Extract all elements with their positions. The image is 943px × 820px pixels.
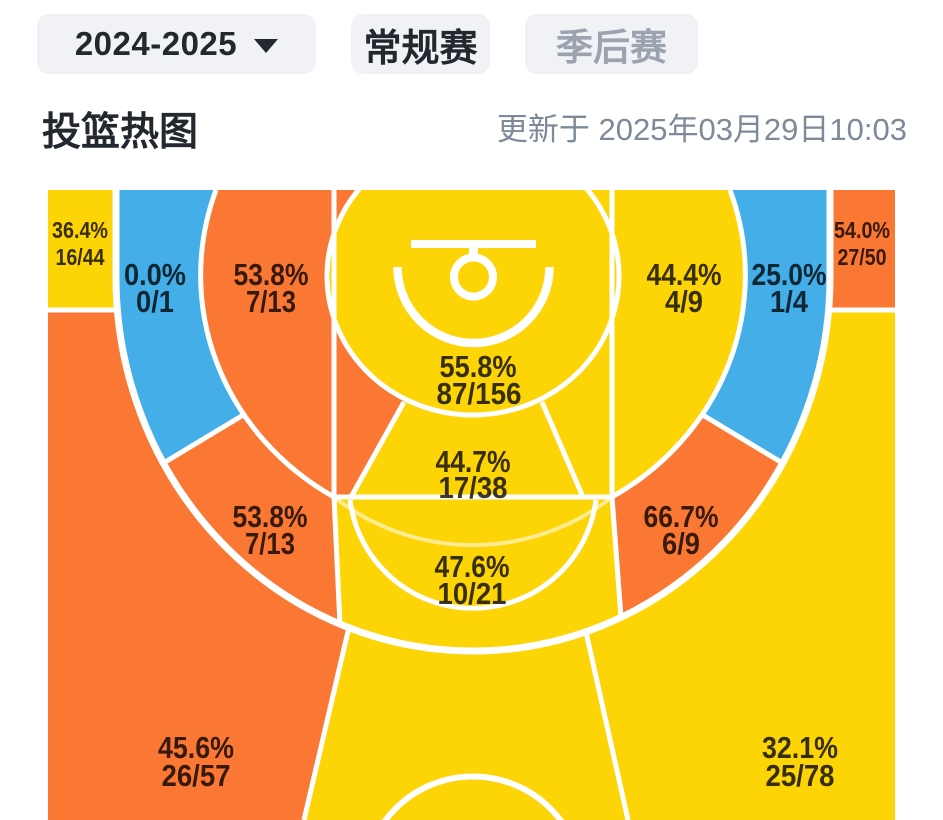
svg-text:44.7%: 44.7% [436,444,511,479]
svg-text:0.0%: 0.0% [124,257,186,292]
svg-text:7/13: 7/13 [246,284,296,319]
svg-text:4/9: 4/9 [665,284,703,319]
svg-text:32.1%: 32.1% [762,730,838,765]
svg-text:1/4: 1/4 [770,284,809,319]
svg-text:53.8%: 53.8% [233,499,308,534]
svg-text:66.7%: 66.7% [644,499,719,534]
svg-text:10/21: 10/21 [438,576,507,611]
svg-text:0/1: 0/1 [136,284,174,319]
svg-text:47.6%: 47.6% [435,549,510,584]
svg-text:55.8%: 55.8% [440,349,517,384]
svg-text:87/156: 87/156 [437,376,522,411]
svg-text:26/57: 26/57 [162,758,231,793]
svg-text:6/9: 6/9 [662,526,700,561]
svg-text:25.0%: 25.0% [752,257,827,292]
svg-text:7/13: 7/13 [245,526,295,561]
svg-text:17/38: 17/38 [439,470,508,505]
svg-text:25/78: 25/78 [766,758,835,793]
svg-text:44.4%: 44.4% [647,257,722,292]
svg-text:16/44: 16/44 [56,244,105,270]
svg-text:36.4%: 36.4% [52,217,108,243]
svg-text:27/50: 27/50 [838,244,887,270]
svg-text:54.0%: 54.0% [834,217,890,243]
svg-text:53.8%: 53.8% [234,257,309,292]
svg-text:45.6%: 45.6% [158,730,234,765]
